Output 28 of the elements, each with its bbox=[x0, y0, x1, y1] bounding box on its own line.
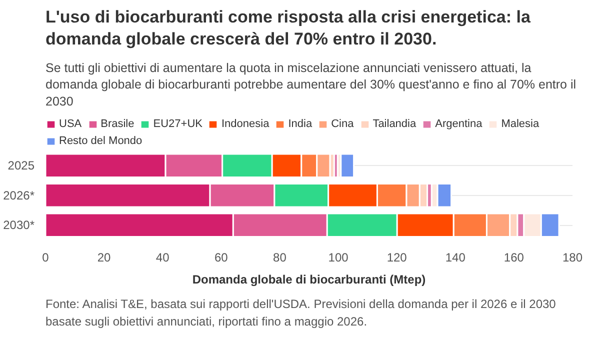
y-tick-label: 2030* bbox=[3, 218, 35, 232]
legend-label: USA bbox=[59, 118, 82, 130]
legend-label: EU27+UK bbox=[153, 118, 202, 130]
y-tick-label: 2025 bbox=[8, 158, 35, 173]
x-tick-label: 60 bbox=[214, 250, 228, 264]
x-tick-label: 40 bbox=[156, 250, 170, 264]
x-tick-label: 100 bbox=[328, 250, 349, 264]
chart-subtitle: Se tutti gli obiettivi di aumentare la quota in miscelazione annunciati venissero attuati, la domanda globale di biocarburanti potrebbe aumentare del 30% quest'anno e fino al 70% entro il 2030 bbox=[46, 60, 576, 108]
x-tick-label: 160 bbox=[504, 250, 524, 264]
legend-label: Resto del Mondo bbox=[59, 135, 142, 147]
legend-label: Brasile bbox=[100, 118, 134, 130]
x-tick-label: 180 bbox=[562, 250, 583, 264]
legend-label: Argentina bbox=[435, 118, 482, 130]
bar bbox=[340, 153, 355, 178]
x-tick-label: 80 bbox=[273, 250, 287, 264]
chart-title: L'uso di biocarburanti come risposta alla crisi energetica: la domanda globale crescerà del 70% entro il 2030. bbox=[46, 8, 531, 48]
x-tick-label: 20 bbox=[97, 250, 112, 264]
x-axis-title: Domanda globale di biocarburanti (Mtep) bbox=[192, 272, 426, 286]
x-tick-label: 140 bbox=[445, 250, 466, 264]
legend-label: Indonesia bbox=[221, 118, 270, 130]
source-note: Fonte: Analisi T&E, basata sui rapporti dell'USDA. Previsioni della domanda per il 2026 e il 2030 basate sugli obiettivi annunciati, riportati fino a maggio 2026. bbox=[46, 297, 556, 328]
legend-label: Cina bbox=[331, 118, 354, 130]
y-tick-label: 2026* bbox=[3, 188, 35, 202]
legend-label: India bbox=[288, 118, 312, 130]
legend-label: Tailandia bbox=[372, 118, 416, 130]
x-tick-label: 0 bbox=[42, 250, 50, 264]
legend-label: Malesia bbox=[501, 118, 540, 130]
x-tick-label: 120 bbox=[386, 250, 408, 264]
